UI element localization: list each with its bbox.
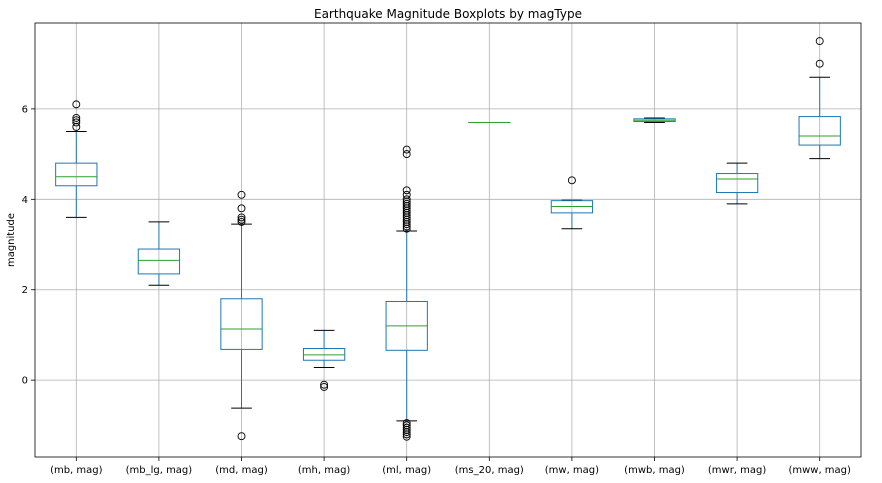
chart-title: Earthquake Magnitude Boxplots by magType	[314, 7, 582, 21]
outlier-point	[237, 432, 246, 441]
box-group	[137, 221, 181, 286]
outlier-point	[402, 195, 411, 204]
box-iqr	[220, 298, 263, 350]
outlier-point	[567, 176, 576, 185]
outlier-point	[320, 382, 329, 391]
box-group	[715, 162, 759, 205]
outlier-point	[320, 380, 329, 389]
outlier-point	[72, 113, 81, 122]
tick-layer: 0 2 4 6 (mb, mag) (mb_lg, mag) (md, mag) (mh, m…	[22, 104, 851, 476]
box-layer	[55, 37, 841, 441]
x-tick-label: (mwb, mag)	[624, 465, 685, 476]
box-group	[550, 176, 594, 230]
outlier-point	[237, 217, 246, 226]
outlier-point	[402, 150, 411, 159]
box-group	[55, 100, 98, 218]
box-group	[220, 190, 263, 441]
outlier-point	[402, 190, 411, 199]
x-tick-label: (ms_20, mag)	[455, 465, 524, 476]
outlier-point	[237, 213, 246, 222]
x-tick-label: (md, mag)	[215, 465, 268, 476]
x-tick-label: (ml, mag)	[382, 465, 431, 476]
box-iqr	[55, 162, 98, 187]
y-tick-label: 2	[22, 285, 28, 296]
outlier-point	[402, 423, 411, 432]
x-tick-label: (mb_lg, mag)	[126, 465, 193, 476]
y-tick-label: 6	[22, 104, 28, 115]
outlier-point	[237, 204, 246, 213]
outlier-point	[815, 37, 824, 46]
y-axis-label: magnitude	[6, 213, 17, 267]
box-iqr	[715, 173, 759, 194]
outlier-point	[237, 190, 246, 199]
box-group	[302, 329, 346, 391]
box-group	[633, 117, 676, 123]
box-group	[798, 37, 841, 160]
plot-frame	[34, 22, 862, 458]
outlier-point	[402, 186, 411, 195]
outlier-point	[402, 199, 411, 208]
outlier-point	[72, 118, 81, 127]
outlier-point	[402, 419, 411, 428]
x-tick-label: (mw, mag)	[545, 465, 599, 476]
x-tick-label: (mww, mag)	[788, 465, 851, 476]
outlier-point	[72, 116, 81, 125]
x-tick-label: (mwr, mag)	[708, 465, 767, 476]
outlier-point	[815, 59, 824, 68]
box-iqr	[137, 248, 181, 275]
box-group	[385, 145, 428, 441]
x-tick-label: (mb, mag)	[50, 465, 103, 476]
box-iqr	[798, 116, 841, 146]
outlier-point	[72, 100, 81, 109]
outlier-point	[402, 421, 411, 430]
outlier-point	[402, 145, 411, 154]
x-tick-label: (mh, mag)	[298, 465, 351, 476]
y-tick-label: 0	[22, 376, 28, 387]
y-tick-label: 4	[22, 195, 28, 206]
outlier-point	[237, 215, 246, 224]
